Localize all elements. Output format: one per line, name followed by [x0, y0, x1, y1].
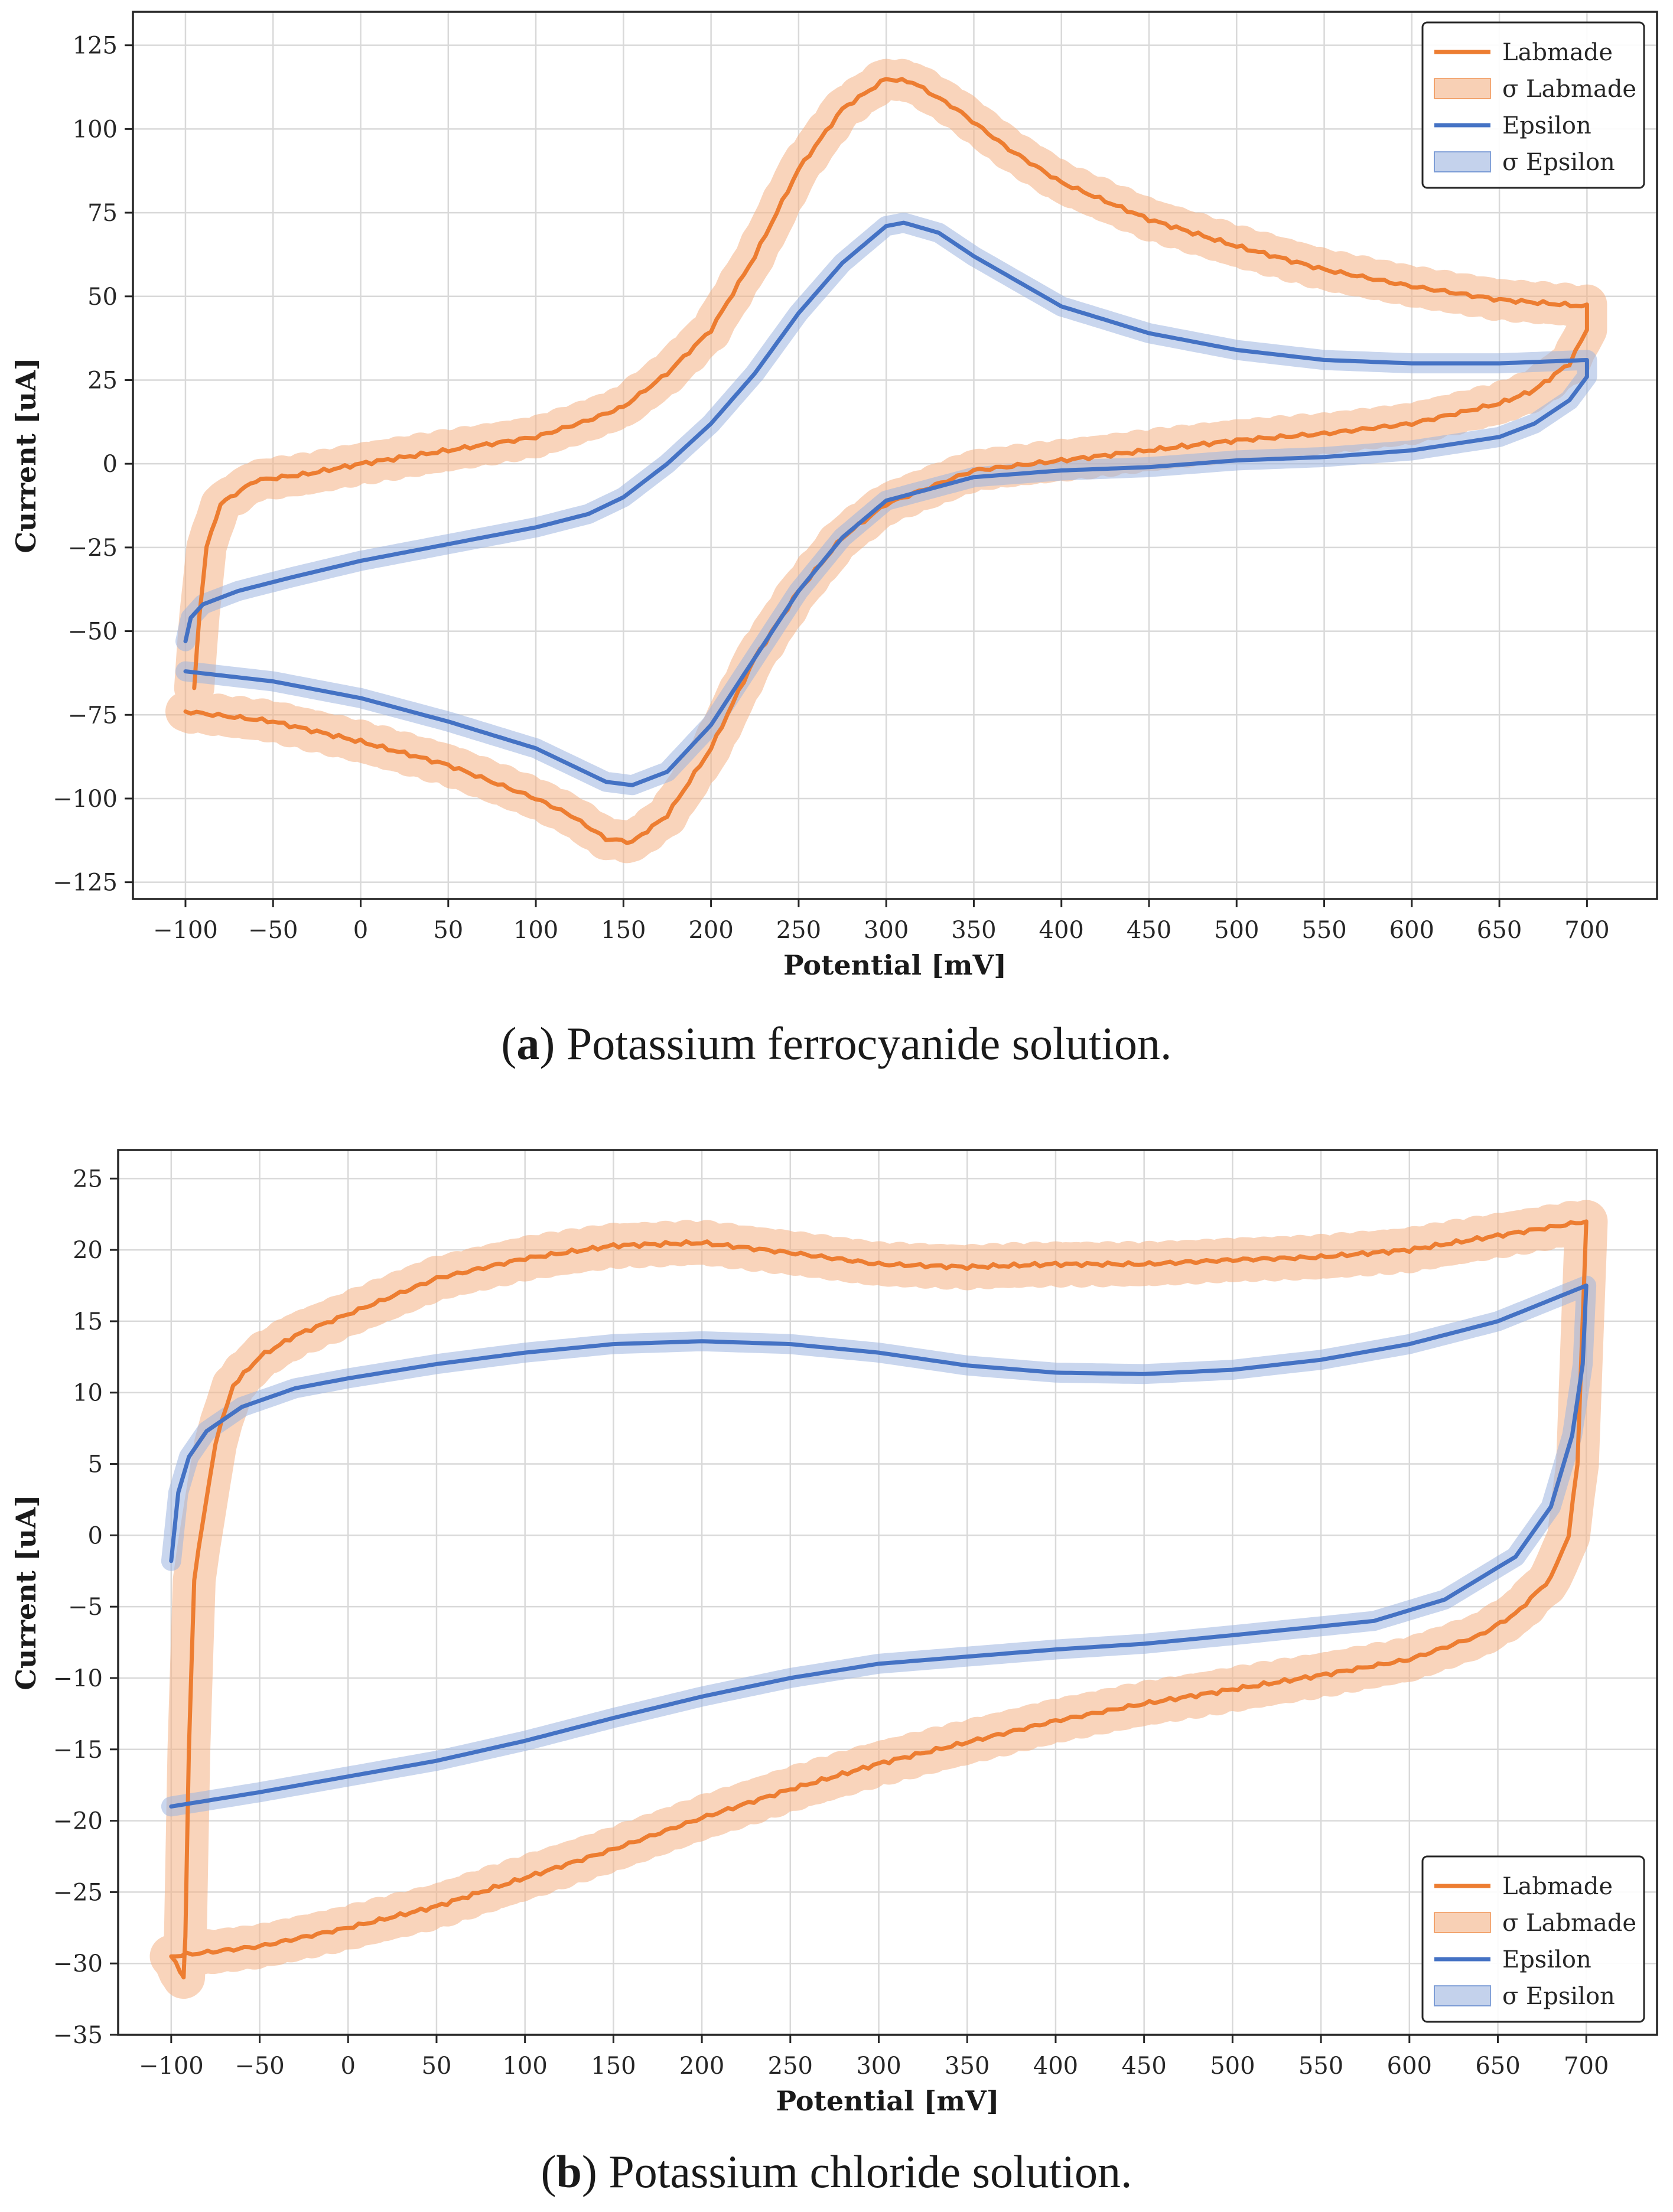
- x-tick-label: 300: [856, 2053, 901, 2080]
- y-tick-label: −75: [68, 702, 118, 729]
- y-tick-label: 0: [88, 1522, 103, 1549]
- x-tick-label: 700: [1564, 2053, 1609, 2080]
- y-tick-label: −20: [53, 1808, 103, 1835]
- x-tick-label: 200: [679, 2053, 724, 2080]
- x-tick-label: 650: [1477, 917, 1522, 944]
- legend-label: σ Labmade: [1502, 1910, 1636, 1937]
- y-tick-label: 5: [88, 1451, 103, 1478]
- chart-a: −100 −50 0 50 100 150 200 250 300 350 400 450 500 550…: [10, 11, 1658, 981]
- x-tick-label: 350: [951, 917, 996, 944]
- y-tick-label: −125: [53, 869, 118, 897]
- x-tick-label: 500: [1210, 2053, 1255, 2080]
- x-tick-label: 150: [601, 917, 646, 944]
- series-line-epsilon: [169, 1283, 1589, 1809]
- x-tick-label: 600: [1389, 917, 1434, 944]
- y-tick-label: 20: [73, 1237, 103, 1264]
- y-tick-label: −50: [68, 618, 118, 646]
- legend-swatch-sigma-labmade: [1434, 1912, 1491, 1933]
- x-tick-label: 600: [1387, 2053, 1432, 2080]
- plot-frame: [132, 11, 1658, 900]
- x-tick-label: 450: [1121, 2053, 1166, 2080]
- legend-box: [1421, 21, 1645, 189]
- y-tick-label: 50: [87, 284, 118, 311]
- x-tick-label: 100: [513, 917, 558, 944]
- y-tick-label: 125: [73, 32, 118, 60]
- x-tick-label: 500: [1214, 917, 1259, 944]
- x-tick-label: 350: [945, 2053, 990, 2080]
- x-tick-label: 700: [1564, 917, 1609, 944]
- legend-swatch-sigma-labmade: [1434, 78, 1491, 99]
- x-tick-label: 100: [502, 2053, 547, 2080]
- y-tick-label: −25: [68, 535, 118, 562]
- x-tick-label: 250: [768, 2053, 813, 2080]
- x-tick-label: 50: [422, 2053, 452, 2080]
- y-tick-label: 10: [73, 1380, 103, 1407]
- y-tick-label: 25: [87, 367, 118, 394]
- caption-b-letter: b: [556, 2146, 582, 2197]
- y-tick-label: −5: [68, 1594, 103, 1621]
- x-tick-label: 0: [341, 2053, 356, 2080]
- y-tick-label: −10: [53, 1665, 103, 1692]
- y-tick-label: 25: [73, 1165, 103, 1193]
- legend-label: σ Epsilon: [1502, 1983, 1615, 2010]
- y-tick-label: −15: [53, 1737, 103, 1764]
- x-tick-label: −50: [248, 917, 298, 944]
- legend-label: Epsilon: [1502, 1946, 1591, 1973]
- legend-swatch-sigma-epsilon: [1434, 1985, 1491, 2006]
- y-axis-label: Current [uA]: [10, 1494, 42, 1690]
- x-tick-label: −50: [235, 2053, 284, 2080]
- x-tick-label: 650: [1475, 2053, 1520, 2080]
- x-tick-label: 400: [1033, 2053, 1078, 2080]
- y-tick-label: −30: [53, 1950, 103, 1978]
- caption-b: (b) Potassium chloride solution.: [541, 2146, 1132, 2197]
- caption-a: (a) Potassium ferrocyanide solution.: [501, 1018, 1172, 1069]
- x-tick-label: 400: [1039, 917, 1084, 944]
- y-tick-label: −100: [53, 786, 118, 813]
- y-tick-label: 0: [103, 451, 118, 478]
- y-tick-label: −35: [53, 2022, 103, 2049]
- x-tick-label: 250: [776, 917, 821, 944]
- legend-label: Labmade: [1502, 39, 1613, 66]
- y-tick-label: 100: [73, 116, 118, 143]
- x-tick-label: 550: [1301, 917, 1346, 944]
- series-line-labmade: [183, 77, 1589, 845]
- legend: Labmade σ Labmade Epsilon σ Epsilon: [1421, 1855, 1645, 2023]
- x-tick-label: 450: [1127, 917, 1171, 944]
- caption-a-letter: a: [516, 1018, 540, 1069]
- legend-label: Epsilon: [1502, 112, 1591, 139]
- y-tick-label: −25: [53, 1879, 103, 1906]
- x-axis-label: Potential [mV]: [776, 2085, 1000, 2117]
- x-axis-label: Potential [mV]: [783, 949, 1007, 981]
- y-axis-label: Current [uA]: [10, 357, 42, 553]
- legend-label: Labmade: [1502, 1873, 1613, 1900]
- chart-b: −100 −50 0 50 100 150 200 250 300 350 400 450 500 550…: [10, 1149, 1658, 2117]
- plot-frame: [117, 1149, 1658, 2036]
- legend-label: σ Epsilon: [1502, 149, 1615, 176]
- legend-box: [1421, 1855, 1645, 2023]
- caption-b-text: Potassium chloride solution.: [597, 2146, 1132, 2197]
- caption-a-text: Potassium ferrocyanide solution.: [555, 1018, 1172, 1069]
- x-tick-label: 50: [433, 917, 463, 944]
- x-tick-label: 0: [353, 917, 368, 944]
- series-line-labmade: [169, 1219, 1589, 1980]
- x-tick-label: 150: [591, 2053, 636, 2080]
- legend-swatch-sigma-epsilon: [1434, 151, 1491, 172]
- y-tick-label: 15: [73, 1308, 103, 1335]
- x-tick-label: 300: [864, 917, 909, 944]
- x-tick-label: −100: [139, 2053, 204, 2080]
- x-tick-label: 550: [1298, 2053, 1343, 2080]
- legend-label: σ Labmade: [1502, 76, 1636, 103]
- x-tick-label: 200: [688, 917, 733, 944]
- x-tick-label: −100: [153, 917, 218, 944]
- series-line-epsilon: [183, 220, 1589, 787]
- legend: Labmade σ Labmade Epsilon σ Epsilon: [1421, 21, 1645, 189]
- y-tick-label: 75: [87, 200, 118, 227]
